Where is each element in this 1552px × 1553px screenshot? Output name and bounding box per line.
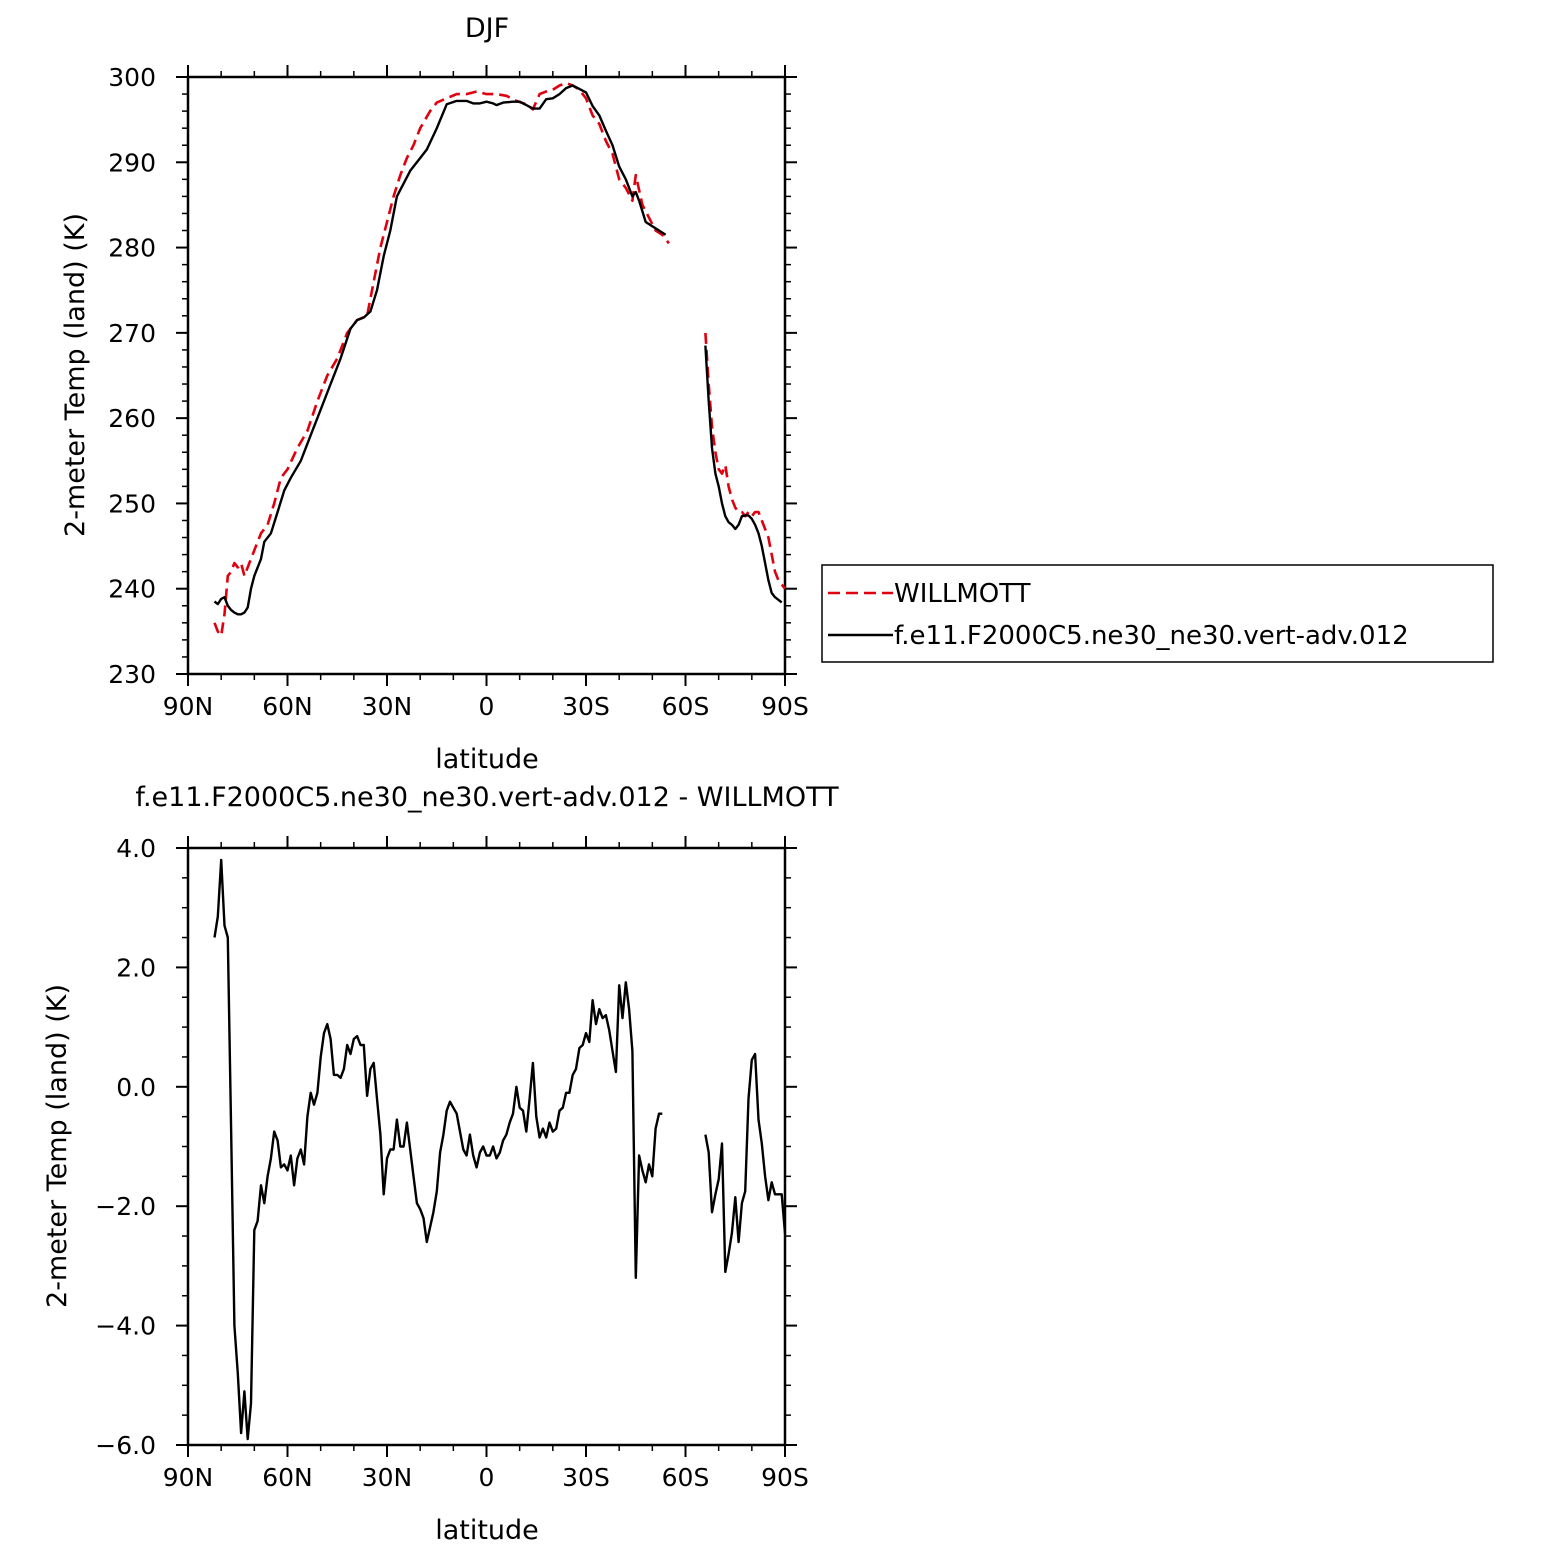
series-line-model-segment-0 [213, 858, 663, 1441]
y-tick-label: 240 [108, 575, 156, 604]
x-tick-label: 90N [163, 692, 214, 721]
x-tick-label: 90S [761, 1463, 809, 1492]
y-tick-label: −4.0 [95, 1312, 156, 1341]
legend-label-willmott: WILLMOTT [894, 579, 1031, 609]
legend: WILLMOTT f.e11.F2000C5.ne30_ne30.vert-ad… [821, 564, 1494, 663]
bottom-panel-title: f.e11.F2000C5.ne30_ne30.vert-adv.012 - W… [135, 782, 839, 813]
y-tick-label: 0.0 [116, 1073, 156, 1102]
x-tick-label: 60S [662, 692, 710, 721]
y-tick-label: 280 [108, 234, 156, 263]
top-y-axis-label: 2-meter Temp (land) (K) [60, 213, 91, 537]
x-tick-label: 30S [562, 1463, 610, 1492]
y-tick-label: 2.0 [116, 953, 156, 982]
x-tick-label: 30S [562, 692, 610, 721]
y-tick-label: −2.0 [95, 1192, 156, 1221]
bottom-plot-area: 90N 60N 30N 0 30S 60S 90S −6.0 −4.0 −2.0 0.0 2.0 4.0 [95, 834, 809, 1492]
series-line-model-segment-1 [704, 1052, 787, 1274]
x-tick-label: 60N [262, 692, 313, 721]
top-plot-area: 90N 60N 30N 0 30S 60S 90S 230 240 250 260 270 280 290… [108, 63, 809, 721]
y-tick-label: −6.0 [95, 1431, 156, 1460]
series-line-model-segment-0 [213, 84, 667, 616]
legend-label-model: f.e11.F2000C5.ne30_ne30.vert-adv.012 [894, 621, 1409, 651]
series-line-model-segment-1 [704, 345, 783, 604]
legend-box [821, 564, 1494, 663]
x-tick-label: 60S [662, 1463, 710, 1492]
x-tick-label: 90N [163, 1463, 214, 1492]
y-tick-label: 250 [108, 489, 156, 518]
bottom-y-axis-label: 2-meter Temp (land) (K) [42, 984, 73, 1308]
x-tick-label: 0 [479, 1463, 495, 1492]
y-tick-label: 270 [108, 319, 156, 348]
x-tick-label: 90S [761, 692, 809, 721]
series-line-willmott-segment-1 [704, 332, 787, 590]
plot-frame [186, 75, 787, 676]
top-panel-title: DJF [465, 13, 509, 44]
x-tick-label: 30N [362, 1463, 413, 1492]
y-tick-label: 300 [108, 63, 156, 92]
bottom-panel: f.e11.F2000C5.ne30_ne30.vert-adv.012 - W… [42, 782, 839, 1546]
x-tick-label: 30N [362, 692, 413, 721]
y-tick-label: 4.0 [116, 834, 156, 863]
x-tick-label: 0 [479, 692, 495, 721]
bottom-x-axis-label: latitude [435, 1515, 539, 1546]
top-panel: DJF 90N 60N 30N 0 30S 60S 90S 230 240 250 260 270 28… [60, 13, 809, 775]
y-tick-label: 260 [108, 404, 156, 433]
y-tick-label: 290 [108, 148, 156, 177]
top-x-axis-label: latitude [435, 744, 539, 775]
y-tick-label: 230 [108, 660, 156, 689]
x-tick-label: 60N [262, 1463, 313, 1492]
series-line-willmott-segment-0 [213, 81, 670, 637]
